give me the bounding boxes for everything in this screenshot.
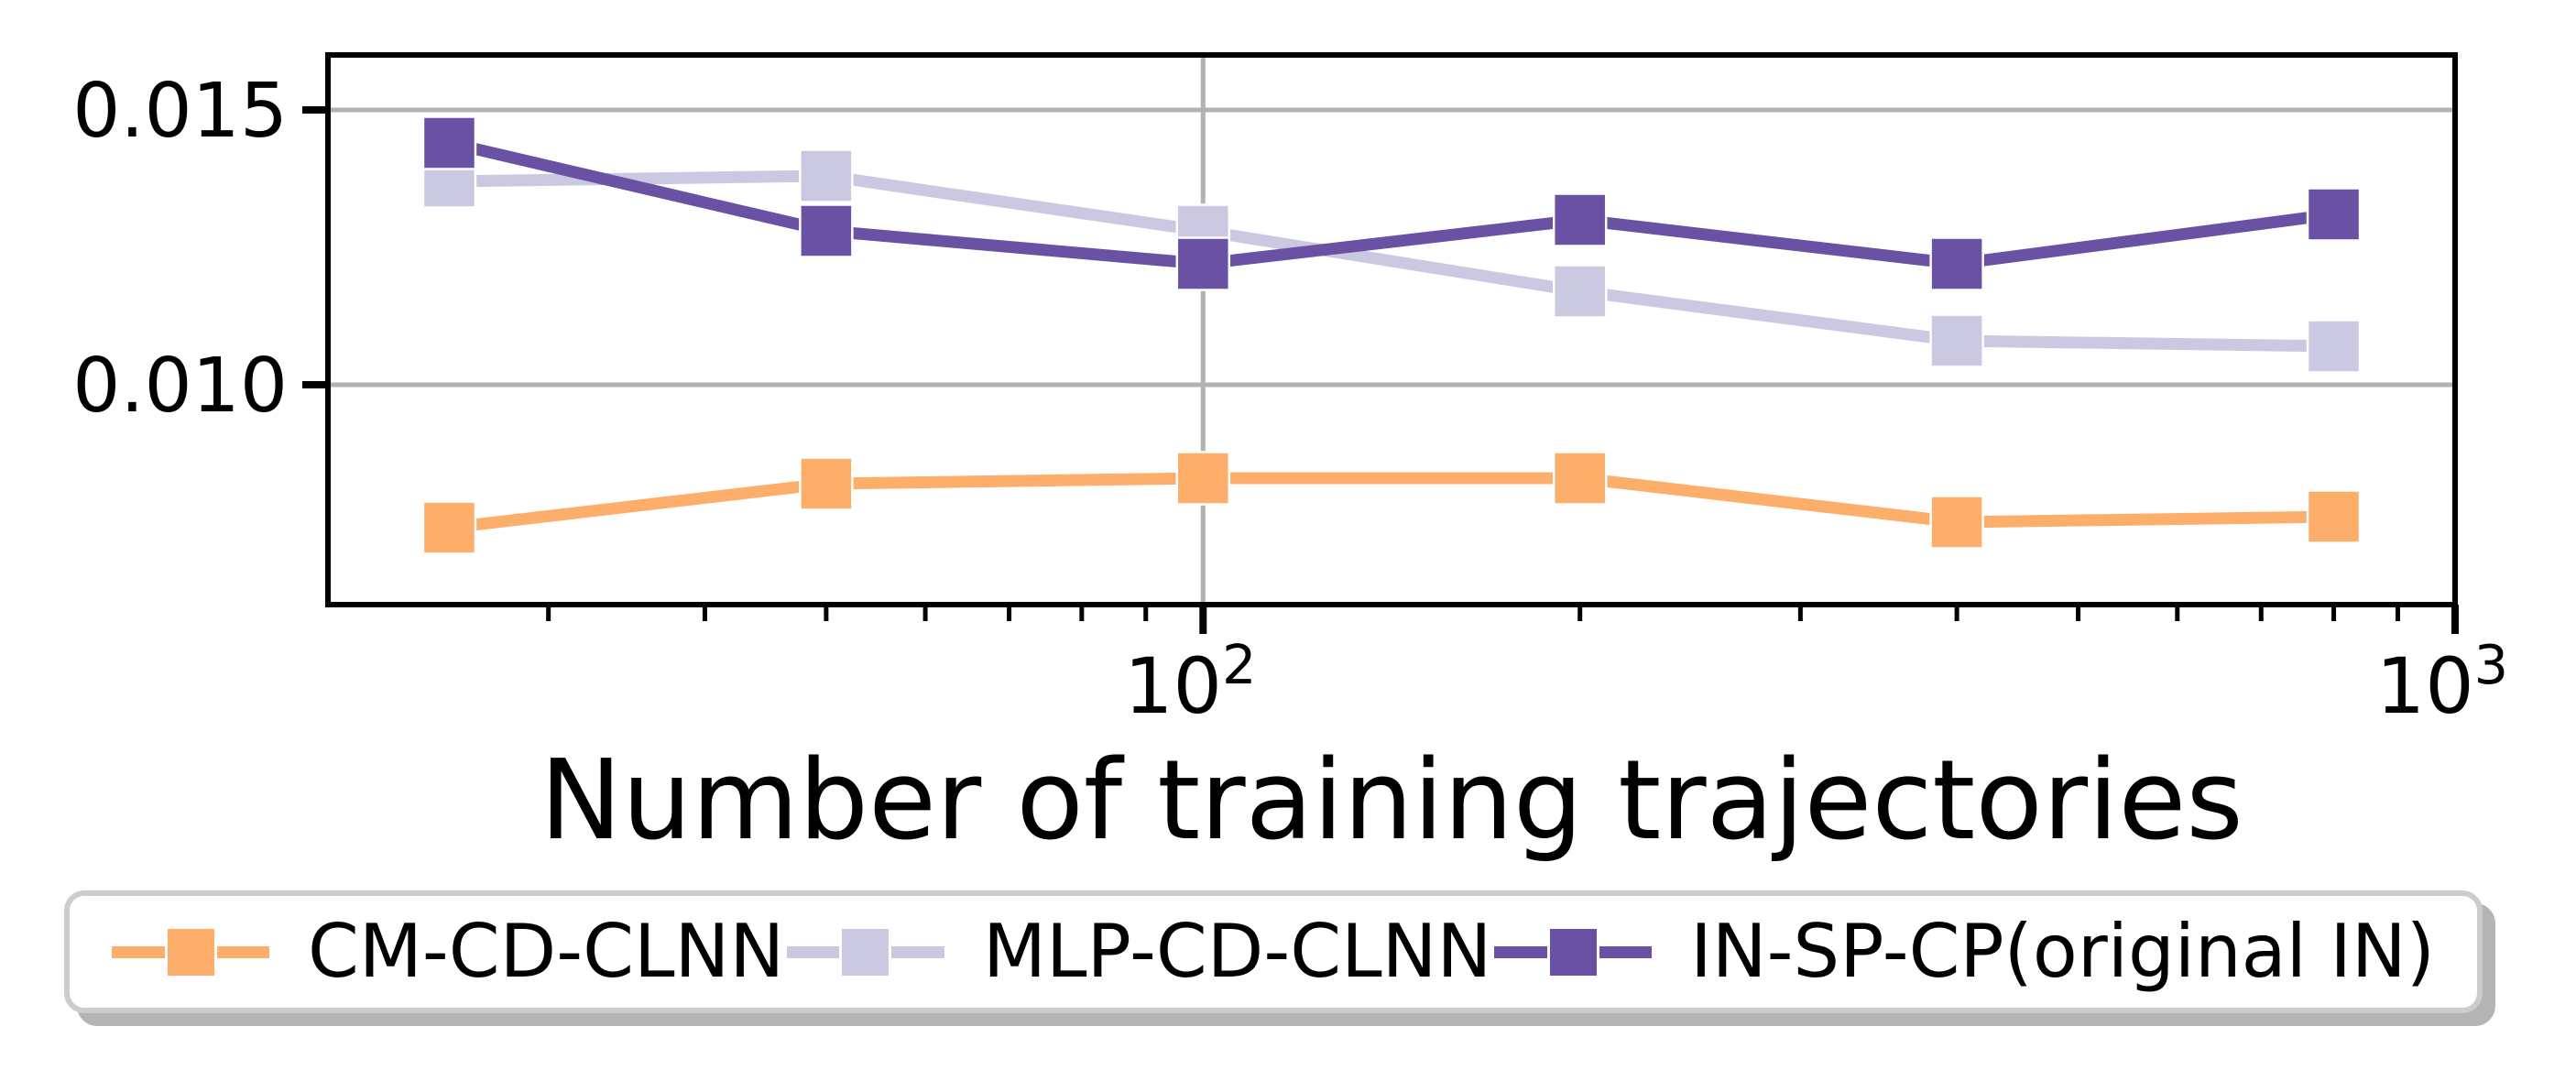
legend-item: CM-CD-CLNN xyxy=(112,915,784,988)
data-point-marker xyxy=(1929,313,1984,368)
series-line xyxy=(449,169,2334,353)
x-tick-label: 103 xyxy=(2376,633,2508,731)
legend-label: CM-CD-CLNN xyxy=(308,909,785,994)
data-point-marker xyxy=(799,456,854,511)
data-point-marker xyxy=(799,148,854,203)
y-tick-label: 0.015 xyxy=(72,68,288,155)
series-line xyxy=(448,472,2334,534)
data-point-marker xyxy=(421,115,477,170)
y-tick-label: 0.010 xyxy=(72,343,288,430)
data-point-marker xyxy=(1175,236,1231,291)
data-point-marker xyxy=(2306,319,2362,374)
data-point-marker xyxy=(799,203,854,258)
legend-item: MLP-CD-CLNN xyxy=(786,909,1492,994)
series-marker-icon xyxy=(786,925,944,978)
data-point-marker xyxy=(1929,495,1984,550)
legend-label: IN-SP-CP(original IN) xyxy=(1690,909,2435,994)
legend: CM-CD-CLNN MLP-CD-CLNN IN-SP-CP(original… xyxy=(64,890,2483,1013)
data-point-marker xyxy=(1929,236,1984,291)
series-line xyxy=(447,136,2335,270)
data-point-marker xyxy=(1552,264,1608,319)
data-point-marker xyxy=(1175,451,1231,506)
data-point-marker xyxy=(421,500,477,555)
x-tick-label: 102 xyxy=(1124,633,1256,731)
legend-label: MLP-CD-CLNN xyxy=(982,909,1492,994)
series-marker-icon xyxy=(112,925,269,978)
legend-item: IN-SP-CP(original IN) xyxy=(1494,915,2435,988)
plot-frame xyxy=(325,52,2458,607)
data-point-marker xyxy=(1552,192,1608,247)
series-marker-icon xyxy=(1494,925,1653,978)
data-point-marker xyxy=(2306,187,2362,242)
data-point-marker xyxy=(2306,489,2362,544)
data-point-marker xyxy=(1552,451,1608,506)
x-axis-label: Number of training trajectories xyxy=(540,737,2243,865)
